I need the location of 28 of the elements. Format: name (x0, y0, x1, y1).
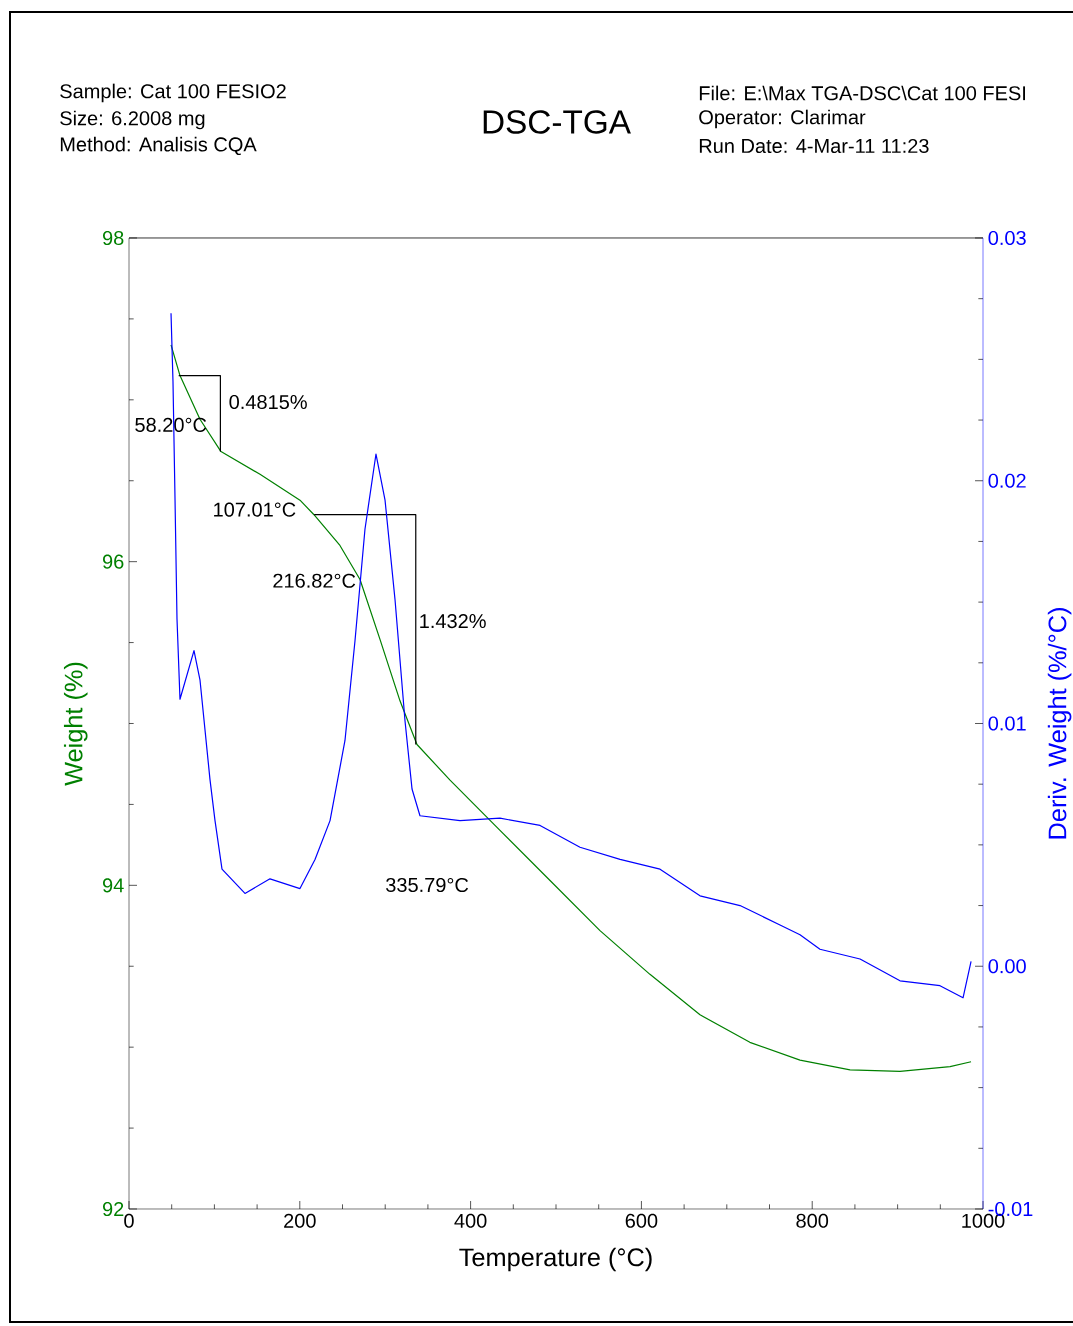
text: File: E:\Max TGA-DSC\Cat 100 FESI (699, 85, 1025, 101)
text: Sample: Cat 100 FESIO2 (60, 83, 286, 103)
annotation: 1.432% (420, 613, 486, 629)
x-tick-label: 0 (124, 1213, 134, 1228)
x-axis-title: Temperature (°C) (459, 1247, 652, 1272)
chart-title: DSC-TGA (483, 110, 631, 134)
annotation: 216.82°C (273, 573, 356, 588)
y-axis-title: Weight (%) (63, 662, 88, 786)
x-tick-label: 400 (454, 1213, 487, 1228)
text: Size: 6.2008 mg (60, 110, 205, 130)
y2-tick-label: 0.00 (988, 959, 1026, 974)
y-tick-label: 98 (102, 230, 124, 246)
text: Run Date: 4-Mar-11 11:23 (699, 138, 929, 154)
y2-tick-label: 0.01 (988, 716, 1026, 731)
x-tick-label: 600 (625, 1213, 658, 1228)
annotation: 0.4815% (229, 394, 307, 410)
y2-axis-title: Deriv. Weight (%/°C) (1047, 608, 1072, 839)
y-tick-label: 96 (102, 554, 124, 569)
y2-tick-label: 0.02 (988, 473, 1026, 488)
text: Method: Analisis CQA (60, 136, 257, 156)
annotation: 335.79°C (386, 877, 469, 893)
x-tick-label: 200 (284, 1213, 316, 1228)
y-tick-label: 94 (102, 878, 124, 893)
text: Operator: Clarimar (699, 109, 866, 129)
y2-tick-label: 0.03 (988, 230, 1026, 246)
y-tick-label: 92 (102, 1201, 124, 1217)
x-tick-label: 800 (796, 1213, 829, 1228)
annotation: 107.01°C (214, 502, 296, 517)
